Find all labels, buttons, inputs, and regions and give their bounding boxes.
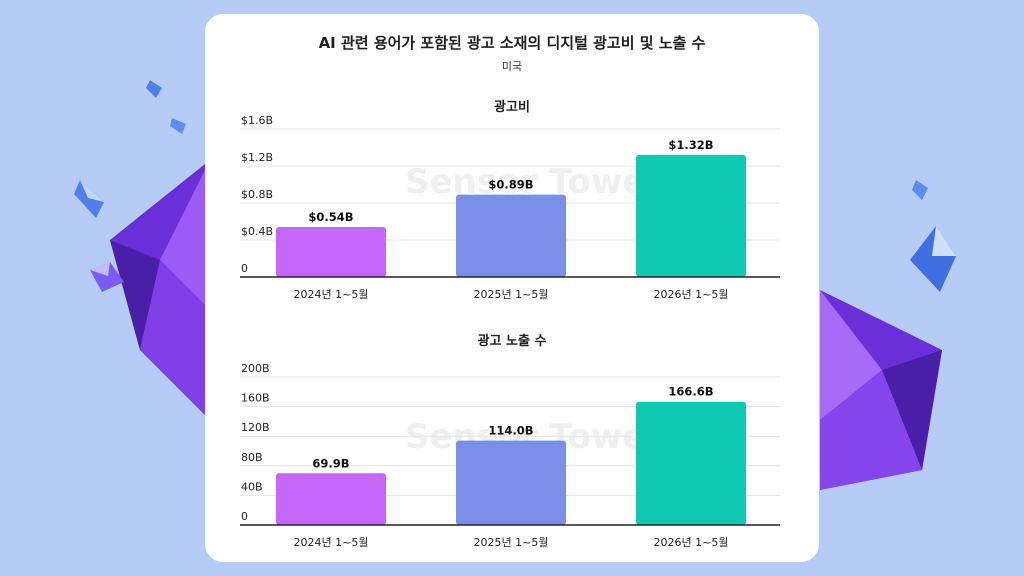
page-title: AI 관련 용어가 포함된 광고 소재의 디지털 광고비 및 노출 수 [318, 34, 706, 52]
crystal-decoration [910, 226, 956, 292]
y-tick-label: $0.4B [241, 225, 273, 238]
y-tick-label: $1.2B [241, 151, 273, 164]
crystal-decoration [146, 80, 162, 98]
chart-title-impressions: 광고 노출 수 [477, 334, 547, 349]
y-tick-label: 160B [241, 392, 270, 405]
impressions-chart: 0 40B 80B 120B 160B 200B 69.9B 2024년 1~5월 114.0B… [240, 362, 780, 549]
crystal-decoration [90, 262, 124, 292]
data-label: $1.32B [668, 138, 713, 152]
data-label: $0.89B [488, 178, 533, 192]
y-tick-label: 80B [241, 451, 263, 464]
data-label: 114.0B [488, 424, 533, 438]
bar [276, 473, 386, 525]
x-tick-label: 2026년 1~5월 [654, 536, 729, 549]
page-subtitle: 미국 [501, 60, 523, 73]
x-tick-label: 2024년 1~5월 [294, 288, 369, 301]
crystal-decoration [912, 180, 928, 200]
y-tick-label: 40B [241, 480, 263, 493]
bar [276, 227, 386, 277]
bar [636, 401, 746, 525]
x-tick-label: 2024년 1~5월 [294, 536, 369, 549]
bar [636, 154, 746, 277]
y-tick-label: 120B [241, 421, 270, 434]
crystal-decoration [170, 118, 186, 134]
y-tick-label: 200B [241, 362, 270, 375]
data-label: 166.6B [668, 385, 713, 399]
y-tick-label: $1.6B [241, 114, 273, 127]
gem-decoration-left [110, 160, 210, 420]
data-label: $0.54B [308, 210, 353, 224]
chart-title-ad-spend: 광고비 [494, 100, 530, 115]
x-tick-label: 2026년 1~5월 [654, 288, 729, 301]
bar [456, 440, 566, 525]
y-tick-label: $0.8B [241, 188, 273, 201]
y-tick-label: 0 [241, 262, 248, 275]
data-label: 69.9B [312, 456, 349, 470]
bar [456, 194, 566, 277]
ad-spend-chart: 0 $0.4B $0.8B $1.2B $1.6B $0.54B 2024년 1~5월 $0.… [240, 114, 780, 301]
x-tick-label: 2025년 1~5월 [474, 536, 549, 549]
gem-decoration-right [820, 290, 942, 490]
crystal-decoration [74, 180, 104, 218]
y-tick-label: 0 [241, 510, 248, 523]
chart-card: AI 관련 용어가 포함된 광고 소재의 디지털 광고비 및 노출 수 미국 광… [205, 14, 819, 562]
x-tick-label: 2025년 1~5월 [474, 288, 549, 301]
